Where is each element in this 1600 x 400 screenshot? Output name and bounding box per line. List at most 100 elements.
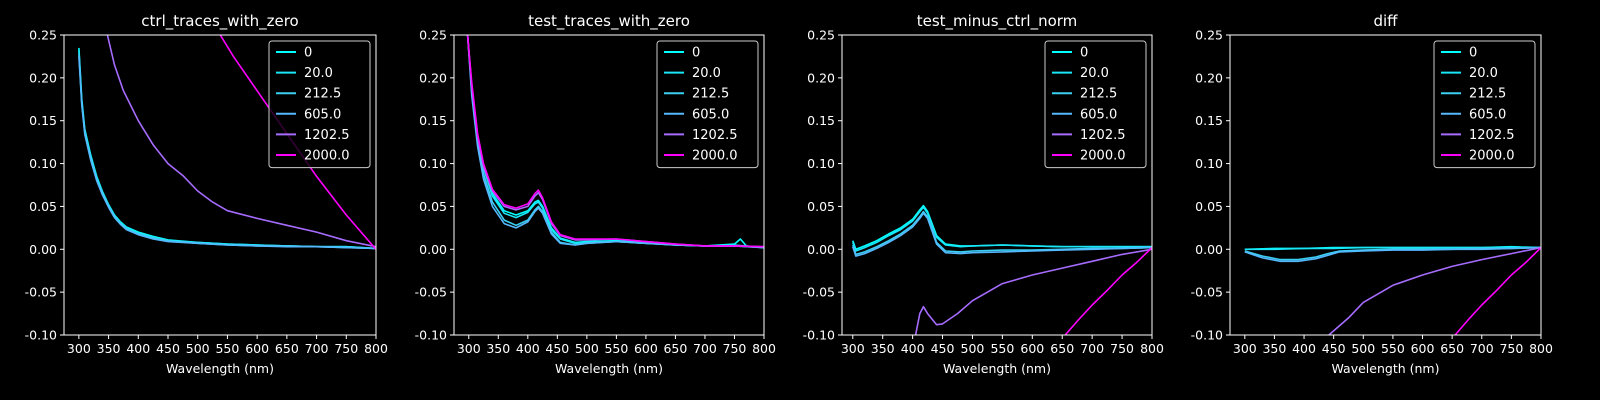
x-tick-label: 750 <box>723 341 747 356</box>
legend: 0 20.0 212.5 605.0 1202.5 2000.0 <box>1433 40 1536 169</box>
y-tick-label: 0.10 <box>29 156 57 171</box>
x-tick-label: 450 <box>156 341 180 356</box>
x-tick-label: 750 <box>334 341 358 356</box>
series-line-3 <box>852 212 1152 257</box>
x-tick-label: 650 <box>275 341 299 356</box>
x-tick-label: 550 <box>1381 341 1405 356</box>
legend-entry: 0 <box>304 46 312 61</box>
series-line-3 <box>78 56 376 250</box>
x-tick-label: 650 <box>663 341 687 356</box>
y-tick-label: 0.10 <box>1195 156 1223 171</box>
y-tick-label: 0.15 <box>29 113 57 128</box>
chart-panel-3: 300 350 400 450 500 550 600 650 700 750 800 -0.10 -0… <box>803 12 1164 376</box>
series-line-5 <box>1064 247 1152 335</box>
x-tick-label: 800 <box>364 341 388 356</box>
x-tick-label: 800 <box>1140 341 1164 356</box>
x-tick-label: 650 <box>1050 341 1074 356</box>
x-tick-label: 500 <box>961 341 985 356</box>
legend-entry: 20.0 <box>1080 66 1109 81</box>
y-tick-label: 0.15 <box>419 113 447 128</box>
y-tick-label: -0.10 <box>803 328 835 343</box>
legend-entry: 0 <box>692 46 700 61</box>
axes-frame <box>63 34 377 336</box>
x-tick-label: 750 <box>1499 341 1523 356</box>
y-tick-label: 0.00 <box>1195 242 1223 257</box>
y-tick-label: 0.05 <box>29 199 57 214</box>
y-tick-label: 0.20 <box>1195 70 1223 85</box>
axes-frame <box>1229 34 1542 336</box>
x-tick-label: 350 <box>97 341 121 356</box>
x-tick-label: 400 <box>126 341 150 356</box>
series-group <box>852 204 1152 335</box>
x-tick-label: 550 <box>990 341 1014 356</box>
x-tick-label: 650 <box>1440 341 1464 356</box>
legend-entry: 212.5 <box>1469 87 1506 102</box>
y-tick-label: 0.15 <box>1195 113 1223 128</box>
y-tick-label: -0.05 <box>25 285 57 300</box>
series-line-0 <box>852 204 1152 251</box>
x-tick-label: 500 <box>575 341 599 356</box>
x-tick-label: 300 <box>67 341 91 356</box>
y-tick-label: -0.10 <box>25 328 57 343</box>
x-tick-label: 300 <box>841 341 865 356</box>
x-tick-label: 350 <box>486 341 510 356</box>
legend-entry: 0 <box>1469 46 1477 61</box>
legend-entry: 212.5 <box>1080 87 1117 102</box>
x-tick-label: 550 <box>604 341 628 356</box>
y-tick-label: 0.20 <box>419 70 447 85</box>
y-tick-label: 0.05 <box>807 199 835 214</box>
axes-frame <box>453 34 765 336</box>
x-tick-label: 600 <box>1411 341 1435 356</box>
chart-title: test_minus_ctrl_norm <box>917 12 1078 31</box>
series-line-4 <box>106 35 376 248</box>
series-line-1 <box>852 206 1152 252</box>
legend-entry: 1202.5 <box>692 128 738 143</box>
series-line-5 <box>466 35 764 248</box>
y-tick-label: 0.10 <box>419 156 447 171</box>
legend: 0 20.0 212.5 605.0 1202.5 2000.0 <box>268 40 371 169</box>
legend-entry: 20.0 <box>692 66 721 81</box>
series-line-4 <box>1328 246 1541 335</box>
y-tick-label: 0.05 <box>419 199 447 214</box>
x-tick-label: 600 <box>245 341 269 356</box>
series-line-2 <box>852 210 1152 256</box>
y-tick-label: 0.05 <box>1195 199 1223 214</box>
y-tick-label: 0.00 <box>29 242 57 257</box>
x-tick-label: 500 <box>186 341 210 356</box>
x-tick-label: 600 <box>634 341 658 356</box>
x-tick-label: 700 <box>693 341 717 356</box>
x-tick-label: 700 <box>1080 341 1104 356</box>
chart-title: test_traces_with_zero <box>528 12 690 31</box>
y-tick-label: 0.00 <box>419 242 447 257</box>
x-tick-label: 600 <box>1020 341 1044 356</box>
legend-entry: 605.0 <box>692 107 729 122</box>
legend: 0 20.0 212.5 605.0 1202.5 2000.0 <box>656 40 759 169</box>
series-group <box>1244 245 1541 335</box>
series-group <box>466 35 764 249</box>
y-tick-label: -0.05 <box>1191 285 1223 300</box>
y-tick-label: 0.00 <box>807 242 835 257</box>
x-tick-label: 400 <box>1292 341 1316 356</box>
legend-entry: 20.0 <box>1469 66 1498 81</box>
x-tick-label: 500 <box>1351 341 1375 356</box>
x-tick-label: 350 <box>1262 341 1286 356</box>
legend-entry: 2000.0 <box>1469 149 1515 164</box>
legend-entry: 1202.5 <box>1469 128 1515 143</box>
chart-title: diff <box>1373 12 1398 30</box>
y-tick-label: -0.10 <box>1191 328 1223 343</box>
x-tick-label: 300 <box>457 341 481 356</box>
y-tick-label: -0.10 <box>415 328 447 343</box>
legend-entry: 605.0 <box>1080 107 1117 122</box>
series-line-3 <box>466 35 764 249</box>
y-tick-label: -0.05 <box>415 285 447 300</box>
y-tick-label: 0.25 <box>29 28 57 43</box>
x-tick-label: 700 <box>305 341 329 356</box>
y-tick-label: 0.25 <box>807 28 835 43</box>
series-line-3 <box>1244 246 1541 263</box>
x-tick-label: 750 <box>1110 341 1134 356</box>
legend-entry: 1202.5 <box>1080 128 1126 143</box>
y-tick-label: 0.20 <box>29 70 57 85</box>
chart-title: ctrl_traces_with_zero <box>141 12 298 31</box>
y-tick-label: -0.05 <box>803 285 835 300</box>
